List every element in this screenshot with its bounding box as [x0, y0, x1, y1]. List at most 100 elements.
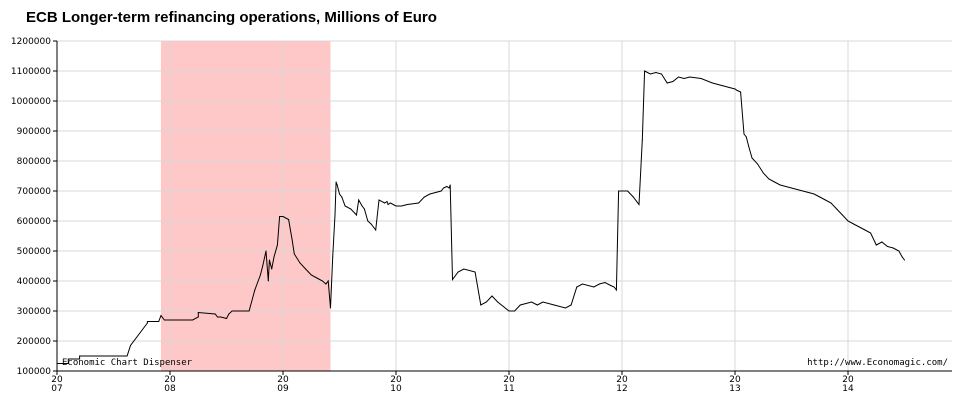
data-point	[887, 246, 889, 247]
data-point	[358, 199, 360, 201]
data-point	[610, 285, 612, 286]
data-point	[291, 238, 293, 240]
data-point	[386, 201, 388, 202]
data-point	[480, 304, 482, 306]
y-tick-label: 1200000	[11, 37, 51, 47]
data-point	[169, 319, 171, 321]
data-point	[158, 321, 160, 322]
data-point	[649, 73, 651, 75]
data-point	[841, 214, 843, 216]
y-tick-label: 500000	[17, 247, 52, 257]
data-point	[375, 229, 377, 231]
data-point	[363, 208, 365, 210]
data-point	[774, 181, 776, 183]
data-point	[824, 199, 826, 201]
data-point	[604, 282, 606, 283]
right-credit-label: http://www.Economagic.com/	[807, 358, 948, 368]
data-point	[361, 205, 363, 207]
data-point	[273, 256, 275, 258]
data-point	[807, 192, 809, 193]
data-point	[350, 208, 352, 210]
data-point	[497, 301, 499, 303]
data-point	[259, 274, 261, 276]
data-point	[615, 289, 617, 291]
x-tick-label: 20	[164, 375, 176, 385]
data-point	[757, 163, 759, 165]
data-point	[378, 199, 380, 201]
data-point	[819, 196, 821, 198]
data-point	[740, 91, 742, 93]
x-tick-label: 20	[503, 375, 515, 385]
data-point	[745, 136, 747, 138]
data-point	[126, 355, 128, 357]
data-point	[228, 313, 230, 315]
data-point	[341, 196, 343, 198]
data-point	[644, 70, 646, 72]
data-point	[440, 190, 442, 192]
data-point	[79, 358, 81, 360]
y-tick-label: 600000	[17, 217, 52, 227]
data-point	[248, 310, 250, 312]
data-point	[268, 259, 270, 261]
data-point	[689, 76, 691, 78]
data-point	[305, 268, 307, 270]
y-tick-label: 100000	[17, 367, 52, 377]
data-point	[491, 295, 493, 297]
data-point	[638, 204, 640, 205]
data-point	[67, 363, 69, 364]
y-tick-label: 800000	[17, 157, 52, 167]
y-tick-label: 900000	[17, 127, 52, 137]
data-point	[322, 280, 324, 282]
x-tick-label: 09	[277, 384, 289, 394]
data-point	[56, 363, 58, 364]
data-point	[327, 280, 329, 282]
data-point	[335, 181, 337, 183]
data-point	[666, 82, 668, 84]
data-point	[570, 304, 572, 306]
data-point	[442, 187, 444, 189]
data-point	[743, 133, 745, 135]
data-point	[406, 204, 408, 205]
data-point	[627, 190, 629, 192]
data-point	[813, 193, 815, 195]
x-tick-label: 20	[842, 375, 854, 385]
data-point	[448, 187, 450, 189]
data-point	[678, 76, 679, 78]
y-tick-label: 700000	[17, 187, 52, 197]
data-point	[672, 81, 674, 82]
data-point	[267, 280, 269, 282]
data-point	[146, 322, 148, 324]
data-point	[853, 223, 855, 225]
data-point	[836, 208, 838, 210]
data-point	[847, 220, 849, 222]
x-tick-label: 07	[51, 384, 62, 394]
data-point	[423, 196, 425, 198]
data-point	[242, 310, 244, 312]
data-point	[576, 286, 578, 288]
data-point	[231, 310, 233, 312]
data-point	[395, 205, 397, 207]
data-point	[901, 256, 903, 258]
data-point	[79, 355, 81, 357]
data-point	[216, 316, 218, 318]
data-point	[282, 216, 284, 217]
data-point	[870, 232, 872, 234]
data-point	[553, 304, 555, 306]
x-tick-label: 20	[277, 375, 289, 385]
data-point	[332, 256, 334, 258]
data-point	[160, 315, 162, 316]
data-point	[463, 268, 465, 270]
data-point	[367, 220, 369, 222]
data-point	[531, 301, 533, 303]
data-point	[336, 184, 338, 186]
data-point	[265, 250, 267, 252]
data-point	[316, 277, 318, 279]
data-point	[334, 214, 336, 216]
data-point	[632, 196, 634, 198]
data-point	[418, 202, 420, 204]
x-tick-label: 12	[616, 384, 627, 394]
data-point	[310, 274, 312, 276]
data-point	[655, 72, 657, 73]
data-point	[791, 187, 792, 189]
y-tick-label: 1000000	[11, 97, 51, 107]
